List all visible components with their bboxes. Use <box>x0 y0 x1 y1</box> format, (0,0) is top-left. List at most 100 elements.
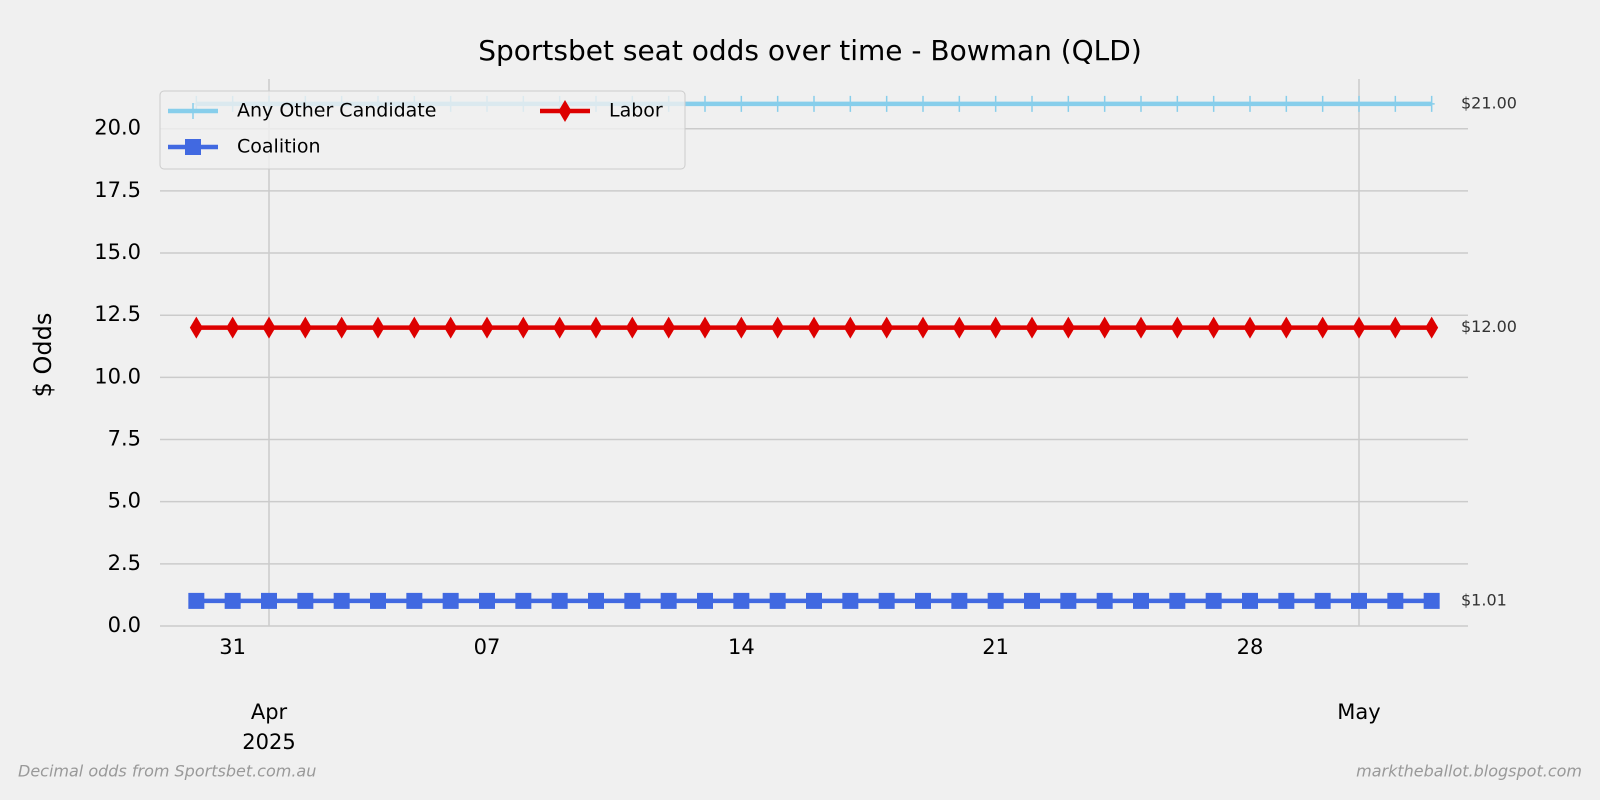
data-point <box>733 592 750 609</box>
y-axis-label: $ Odds <box>29 313 57 398</box>
data-point <box>1207 316 1221 339</box>
data-point <box>1279 316 1293 339</box>
data-point <box>261 592 277 609</box>
y-tick-label: 17.5 <box>94 178 141 202</box>
data-point <box>188 592 205 609</box>
data-point <box>1024 592 1040 609</box>
y-tick-label: 12.5 <box>94 302 141 326</box>
data-point <box>807 316 821 339</box>
data-point <box>951 592 968 609</box>
data-point <box>1388 316 1402 339</box>
data-point <box>774 95 781 112</box>
legend-label: Labor <box>609 100 663 122</box>
data-point <box>698 316 712 339</box>
footer-credit: marktheballot.blogspot.com <box>1356 762 1582 781</box>
y-tick-label: 2.5 <box>108 551 141 575</box>
data-point <box>702 95 708 112</box>
data-point <box>262 316 276 339</box>
data-point <box>883 95 890 112</box>
data-point <box>335 316 349 339</box>
data-point <box>1247 95 1253 112</box>
data-point <box>915 592 931 609</box>
data-point <box>189 316 203 339</box>
data-point <box>1060 592 1077 609</box>
x-tick-label: 21 <box>982 635 1009 659</box>
data-point <box>1428 95 1435 112</box>
data-point <box>920 95 926 112</box>
data-point <box>1096 592 1113 609</box>
data-point <box>1025 316 1039 339</box>
end-label: $12.00 <box>1461 317 1517 336</box>
data-point <box>1243 316 1257 339</box>
legend-marker <box>190 103 196 119</box>
data-point <box>553 316 567 339</box>
data-point <box>333 592 350 609</box>
data-point <box>1356 95 1362 112</box>
y-tick-label: 7.5 <box>108 427 141 451</box>
data-point <box>589 316 603 339</box>
data-point <box>987 592 1004 609</box>
data-point <box>371 316 385 339</box>
y-tick-label: 15.0 <box>94 240 141 264</box>
x-tick-label: 07 <box>474 635 501 659</box>
data-point <box>916 316 930 339</box>
data-point <box>226 316 240 339</box>
data-point <box>624 592 641 609</box>
data-point <box>1351 592 1367 609</box>
footer-source: Decimal odds from Sportsbet.com.au <box>18 762 316 781</box>
x-tick-label: 31 <box>219 635 246 659</box>
data-point <box>1134 316 1148 339</box>
legend-label: Coalition <box>237 136 321 158</box>
data-point <box>878 592 895 609</box>
data-point <box>1316 316 1330 339</box>
data-point <box>625 316 639 339</box>
data-point <box>662 316 676 339</box>
data-point <box>956 95 963 112</box>
data-point <box>1138 95 1144 112</box>
data-point <box>1242 592 1258 609</box>
data-point <box>1319 95 1326 112</box>
data-point <box>1098 316 1112 339</box>
y-tick-label: 10.0 <box>94 364 141 388</box>
data-point <box>811 95 817 112</box>
x-tick-label: Apr <box>251 700 288 724</box>
data-point <box>1133 592 1149 609</box>
legend-label: Any Other Candidate <box>237 100 436 122</box>
data-point <box>738 95 745 112</box>
data-point <box>1169 592 1186 609</box>
data-point <box>1174 95 1181 112</box>
data-point <box>880 316 894 339</box>
data-point <box>1210 95 1217 112</box>
data-point <box>1061 316 1075 339</box>
data-point <box>1392 95 1399 112</box>
y-tick-label: 0.0 <box>108 613 141 637</box>
data-point <box>407 316 421 339</box>
data-point <box>769 592 786 609</box>
data-point <box>1352 316 1366 339</box>
data-point <box>1278 592 1295 609</box>
data-point <box>1423 592 1440 609</box>
data-point <box>847 95 854 112</box>
data-point <box>1029 95 1035 112</box>
data-point <box>442 592 459 609</box>
y-tick-label: 5.0 <box>108 489 141 513</box>
x-tick-label: 14 <box>728 635 755 659</box>
x-tick-year: 2025 <box>242 730 295 754</box>
data-point <box>551 592 568 609</box>
y-tick-label: 20.0 <box>94 116 141 140</box>
data-point <box>516 316 530 339</box>
legend-marker <box>185 139 201 155</box>
data-point <box>843 316 857 339</box>
data-point <box>660 592 677 609</box>
data-point <box>697 592 713 609</box>
data-point <box>1283 95 1290 112</box>
x-tick-label: May <box>1337 700 1380 724</box>
data-point <box>992 95 999 112</box>
chart-title: Sportsbet seat odds over time - Bowman (… <box>478 34 1142 67</box>
data-point <box>298 316 312 339</box>
data-point <box>989 316 1003 339</box>
data-point <box>1425 316 1439 339</box>
data-point <box>479 592 495 609</box>
